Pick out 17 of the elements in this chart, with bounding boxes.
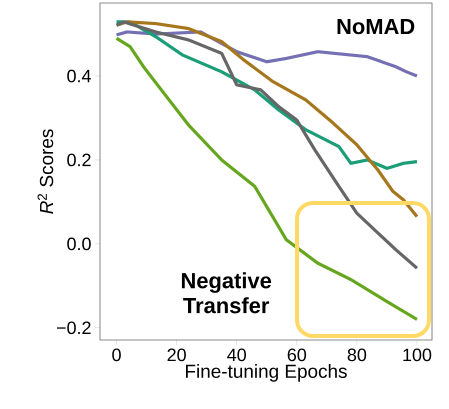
x-tick-label: 0 <box>112 348 121 362</box>
x-tick-label: 100 <box>403 348 432 362</box>
x-tick-label: 20 <box>168 348 186 362</box>
x-tick-label: 80 <box>348 348 366 362</box>
line-series <box>114 20 419 270</box>
y-tick-label: 0.0 <box>67 238 91 250</box>
x-tick-label: 60 <box>288 348 306 362</box>
annotation: NoMAD <box>338 18 414 34</box>
y-tick-label: −0.2 <box>56 321 91 334</box>
y-axis-title: R$^{2}$ Scores <box>38 129 54 214</box>
x-tick-label: 40 <box>227 348 246 362</box>
line-series <box>114 20 419 218</box>
line-series <box>114 36 419 322</box>
x-axis-title: Fine-tuning Epochs <box>186 364 347 382</box>
y-tick-label: 0.2 <box>67 154 91 166</box>
annotation: Negative Transfer <box>182 272 272 314</box>
y-tick-label: 0.4 <box>67 70 91 82</box>
